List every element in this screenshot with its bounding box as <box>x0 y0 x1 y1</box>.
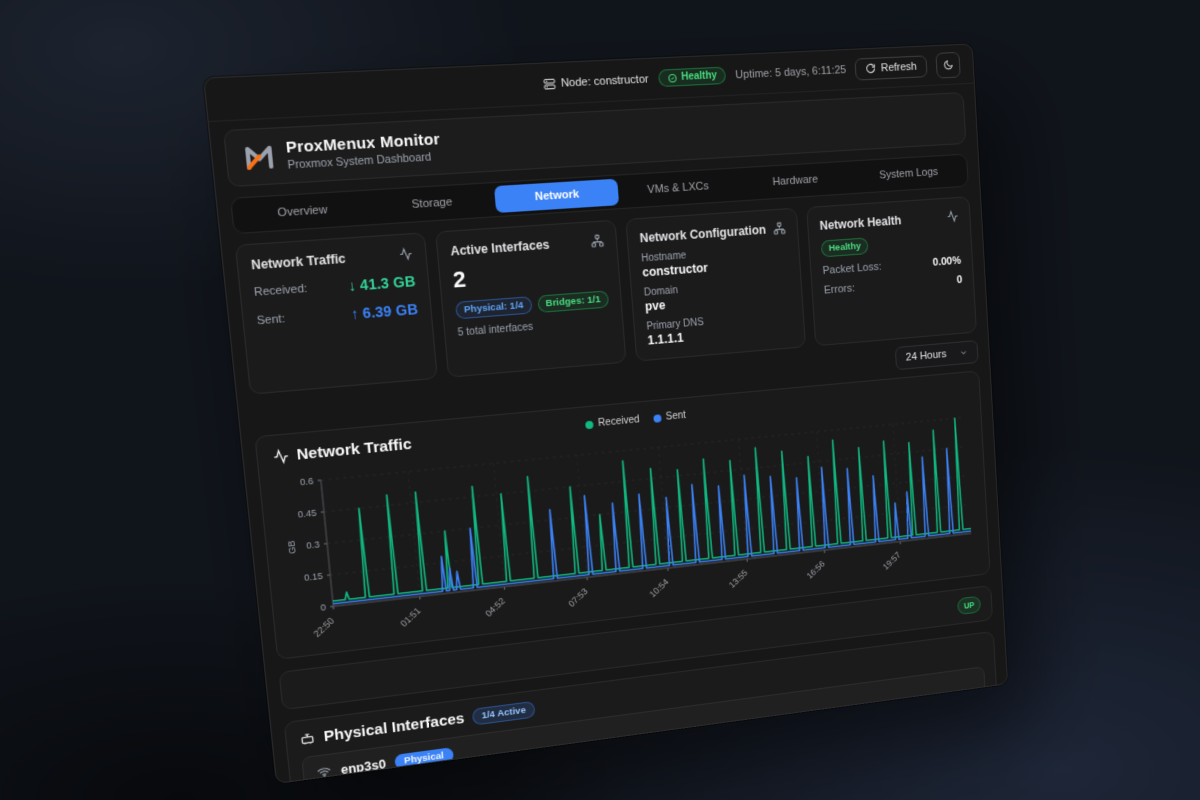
svg-text:01:51: 01:51 <box>399 606 423 629</box>
refresh-icon <box>866 63 877 74</box>
svg-text:0: 0 <box>320 602 326 612</box>
svg-text:0.45: 0.45 <box>297 508 317 520</box>
received-legend-dot <box>585 420 594 429</box>
server-icon <box>543 77 556 90</box>
errors-label: Errors: <box>823 282 856 297</box>
theme-toggle-button[interactable] <box>935 51 961 79</box>
total-interfaces-text: 5 total interfaces <box>457 321 534 339</box>
received-label: Received: <box>253 282 309 300</box>
card-title: Active Interfaces <box>449 237 551 259</box>
tab-overview[interactable]: Overview <box>235 194 369 230</box>
node-label: Node: constructor <box>560 72 650 90</box>
time-range-select[interactable]: 24 Hours <box>895 340 979 371</box>
network-tree-icon <box>773 221 786 235</box>
traffic-chart-svg: 0 0.15 0.3 0.45 0.6 22:50 01:51 04:52 07:53 10:54… <box>286 407 981 639</box>
node-indicator: Node: constructor <box>543 73 649 90</box>
svg-text:10:54: 10:54 <box>648 577 670 599</box>
network-health-card: Network Health Healthy Packet Loss: 0.00… <box>806 196 977 347</box>
refresh-button[interactable]: Refresh <box>854 54 928 81</box>
tab-network[interactable]: Network <box>493 178 620 214</box>
activity-icon <box>398 247 413 261</box>
time-range-value: 24 Hours <box>905 348 947 364</box>
svg-text:GB: GB <box>286 540 298 554</box>
svg-text:16:56: 16:56 <box>805 559 827 581</box>
card-title: Network Health <box>819 213 902 233</box>
sent-label: Sent: <box>256 312 286 328</box>
active-interfaces-count: 2 <box>451 266 467 293</box>
errors-value: 0 <box>956 274 963 287</box>
received-value: ↓ 41.3 GB <box>347 272 416 295</box>
sent-value: ↑ 6.39 GB <box>350 300 419 323</box>
tab-hardware[interactable]: Hardware <box>736 164 853 197</box>
moon-icon <box>942 59 954 71</box>
proxmenux-logo <box>241 140 277 174</box>
chart-title: Network Traffic <box>295 435 413 464</box>
network-configuration-card: Network Configuration Hostname construct… <box>625 207 806 362</box>
sent-legend-label: Sent <box>665 409 687 423</box>
active-count-badge: 1/4 Active <box>471 700 536 726</box>
physical-count-badge: Physical: 1/4 <box>455 296 533 320</box>
dashboard-panel: Node: constructor Healthy Uptime: 5 days… <box>202 43 1009 785</box>
interface-name: enp3s0 <box>340 756 387 777</box>
card-title: Network Configuration <box>639 222 767 246</box>
svg-text:0.6: 0.6 <box>300 476 314 487</box>
wifi-icon <box>316 764 332 780</box>
check-circle-icon <box>667 72 678 83</box>
health-badge: Healthy <box>820 237 869 258</box>
svg-text:0.3: 0.3 <box>306 539 320 550</box>
active-interfaces-card: Active Interfaces 2 Physical: 1/4 Bridge… <box>435 219 627 378</box>
svg-text:0.15: 0.15 <box>304 571 324 583</box>
svg-text:04:52: 04:52 <box>484 596 507 619</box>
svg-text:19:57: 19:57 <box>881 550 902 571</box>
packet-loss-value: 0.00% <box>932 254 962 269</box>
ethernet-icon <box>299 730 316 747</box>
health-status-badge: Healthy <box>657 66 727 88</box>
activity-icon <box>272 448 290 465</box>
svg-text:22:50: 22:50 <box>312 616 336 639</box>
network-icon <box>590 234 604 248</box>
chevron-down-icon <box>959 348 969 358</box>
bridges-count-badge: Bridges: 1/1 <box>536 290 610 313</box>
svg-text:13:55: 13:55 <box>727 568 749 590</box>
card-title: Network Traffic <box>250 251 347 273</box>
tab-vms-lxcs[interactable]: VMs & LXCs <box>617 171 738 205</box>
svg-text:07:53: 07:53 <box>567 587 590 609</box>
packet-loss-label: Packet Loss: <box>822 260 882 278</box>
dashboard-window: Node: constructor Healthy Uptime: 5 days… <box>202 43 1009 785</box>
tab-storage[interactable]: Storage <box>367 186 497 221</box>
up-status-badge: UP <box>957 595 982 616</box>
interface-type-badge: Physical <box>394 747 454 770</box>
uptime-text: Uptime: 5 days, 6:11:25 <box>735 63 847 81</box>
activity-icon <box>946 210 959 223</box>
sent-legend-dot <box>652 413 662 423</box>
tab-system-logs[interactable]: System Logs <box>852 158 965 190</box>
network-traffic-card: Network Traffic Received: ↓ 41.3 GB Sent… <box>234 232 438 395</box>
network-traffic-chart-card: Network Traffic Received Sent 0 0.15 0.3 0.… <box>254 370 991 660</box>
